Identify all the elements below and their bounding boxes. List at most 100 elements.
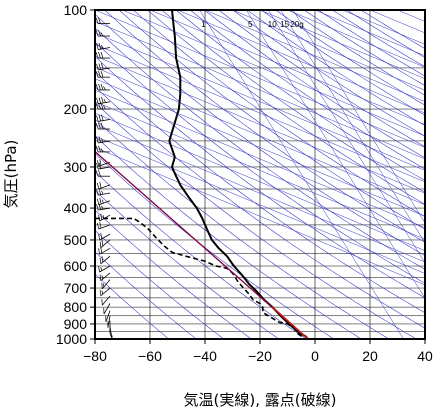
wind-barb-flag: [103, 105, 106, 110]
dewpoint-profile-line: [95, 217, 305, 339]
wind-barb-flag: [100, 246, 103, 254]
skewed-isotherm-line: [95, 101, 425, 240]
dry-adiabat-line: [95, 27, 425, 270]
wind-barb: [97, 197, 111, 206]
y-tick-label: 400: [64, 200, 88, 216]
wind-barb-flag: [98, 122, 101, 130]
wind-barb-flag: [99, 241, 102, 248]
wind-barb: [99, 255, 111, 265]
wind-barb-flag: [96, 97, 99, 104]
wind-barb-shaft: [99, 265, 111, 273]
wind-barb: [99, 239, 111, 248]
wind-barb-flag: [95, 83, 99, 91]
mixing-ratio-line: [199, 10, 404, 339]
wind-barb-flag: [95, 170, 99, 177]
dry-adiabat-line: [204, 10, 425, 159]
dry-adiabat-line: [95, 273, 169, 339]
wind-barb-shaft: [98, 224, 111, 230]
wind-barb-flag: [100, 102, 104, 110]
wind-barb: [98, 232, 111, 241]
wind-barb-flag: [99, 222, 102, 229]
wind-barb-flag: [99, 289, 102, 296]
wind-barb-flag: [100, 83, 104, 91]
dry-adiabat-line: [95, 153, 334, 339]
wind-barb: [99, 272, 111, 282]
skewed-isotherm-line: [95, 32, 425, 171]
wind-barb-flag: [97, 198, 100, 205]
wind-barb-flag: [98, 114, 101, 122]
y-tick-label: 300: [64, 159, 88, 175]
skewed-isotherm-line: [95, 10, 425, 148]
y-tick-label: 600: [64, 258, 88, 274]
skewed-isotherm-line: [95, 78, 425, 217]
wind-barbs: [95, 10, 113, 339]
wind-barb-flag: [98, 29, 101, 37]
wind-barb-flag: [101, 96, 104, 104]
wind-barb-flag: [98, 234, 100, 241]
wind-barb-flag: [98, 162, 101, 169]
wind-barb-flag: [98, 63, 101, 70]
x-tick-label: −20: [248, 348, 272, 364]
wind-barb-flag: [101, 205, 104, 210]
parcel-line: [95, 150, 309, 339]
wind-barb: [96, 96, 111, 105]
wind-barb-flag: [95, 122, 99, 130]
wind-barb-flag: [97, 222, 100, 230]
y-tick-label: 100: [64, 2, 88, 18]
wind-barb-flag: [101, 240, 104, 247]
dry-adiabat-line: [95, 118, 389, 339]
wind-barb-shaft: [98, 207, 111, 211]
wind-barb-flag: [100, 122, 104, 130]
mixing-ratio-label: 15: [280, 20, 289, 29]
wind-barb-shaft: [98, 200, 111, 206]
wind-barb-flag: [98, 83, 101, 91]
y-tick-label: 500: [64, 232, 88, 248]
wind-barb-flag: [100, 267, 103, 271]
wind-barb: [95, 170, 110, 177]
wind-barb-flag: [103, 86, 106, 91]
dry-adiabat-line: [95, 190, 279, 339]
dry-adiabat-line: [95, 209, 252, 339]
wind-barb: [98, 246, 111, 255]
skewed-isotherm-line: [287, 10, 425, 68]
y-axis-title: 気圧(hPa): [2, 140, 20, 209]
wind-barb-flag: [96, 189, 99, 196]
wind-barb-shaft: [100, 239, 111, 248]
wind-barb: [96, 63, 111, 71]
wind-barb-shaft: [98, 166, 111, 170]
wind-barb-flag: [97, 160, 100, 167]
wind-barb: [99, 287, 111, 297]
wind-barb-shaft: [98, 140, 111, 144]
skewed-isotherm-line: [177, 10, 425, 114]
skewed-isotherm-line: [95, 21, 425, 160]
wind-barb: [97, 222, 111, 230]
wind-barb-flag: [103, 98, 106, 103]
wind-barb-flag: [98, 170, 101, 177]
dry-adiabat-line: [95, 230, 224, 339]
y-tick-label: 700: [64, 280, 88, 296]
mixing-ratio-label: 1: [201, 20, 206, 29]
wind-barb-flag: [98, 248, 100, 255]
wind-barb-shaft: [100, 255, 111, 265]
x-axis-title: 気温(実線), 露点(破線): [184, 391, 337, 409]
wind-barb: [95, 145, 110, 153]
skewed-isotherm-line: [259, 10, 425, 80]
y-tick-label: 800: [64, 299, 88, 315]
wind-barb-flag: [101, 114, 104, 121]
dry-adiabat-line: [95, 251, 197, 339]
y-tick-label: 200: [64, 101, 88, 117]
x-tick-label: 40: [417, 348, 433, 364]
wind-barb: [95, 17, 110, 25]
x-tick-label: −80: [83, 348, 107, 364]
wind-barb: [96, 43, 111, 50]
wind-barb-flag: [98, 97, 101, 104]
wind-barb-shaft: [107, 315, 111, 328]
dry-adiabat-line: [95, 171, 307, 339]
wind-barb-flag: [98, 188, 101, 195]
wind-barb-flag: [100, 148, 104, 153]
wind-barb-shaft: [98, 184, 111, 190]
dry-adiabat-line: [95, 56, 425, 299]
skewed-isotherm-line: [95, 147, 425, 286]
wind-barb-flag: [99, 182, 102, 189]
